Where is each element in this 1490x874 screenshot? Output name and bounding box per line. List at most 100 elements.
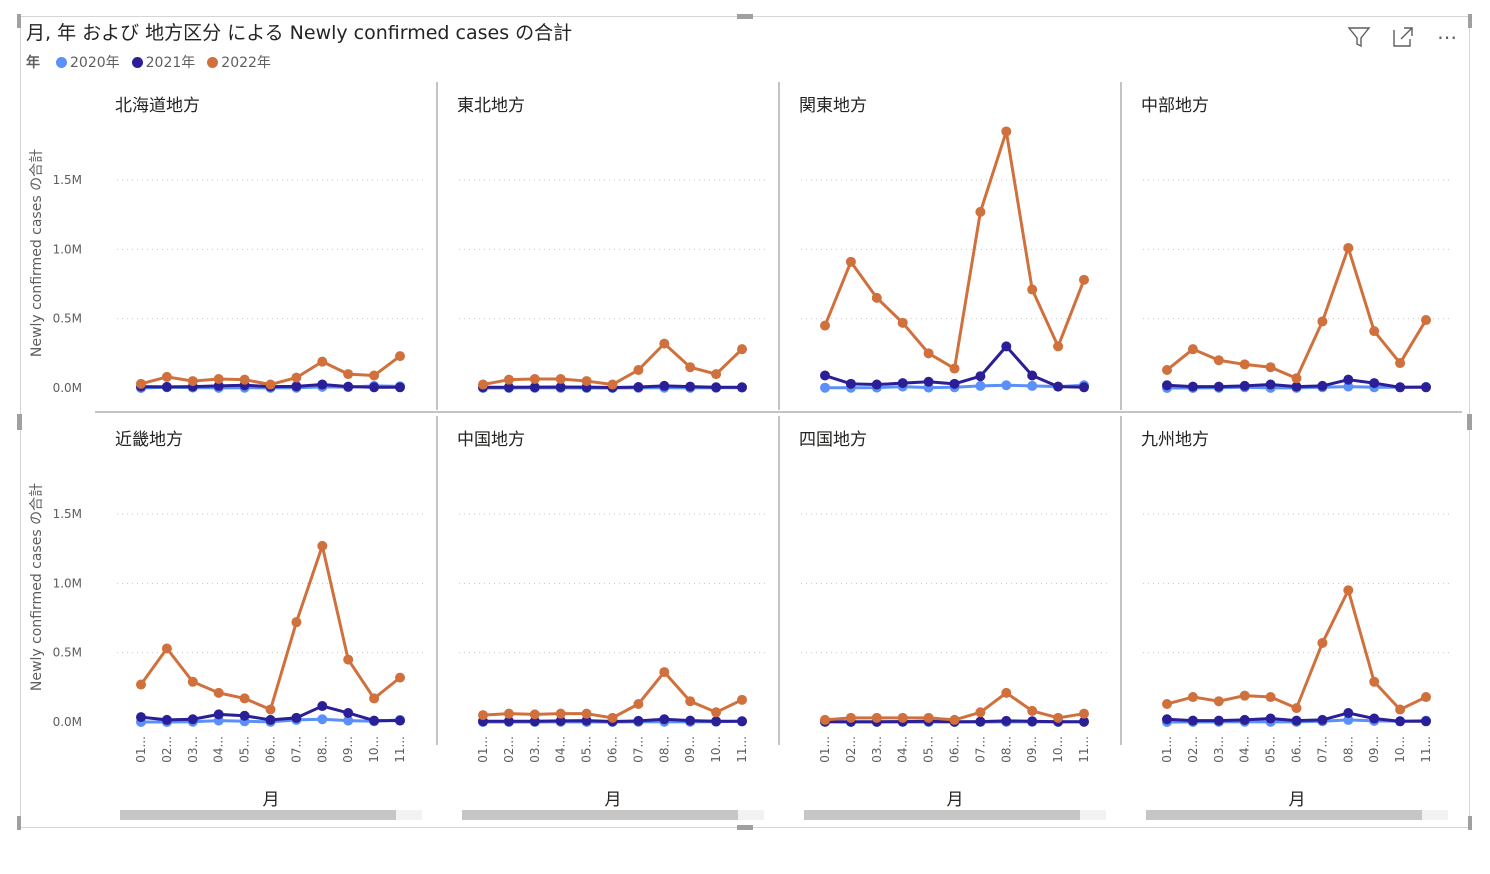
data-point[interactable]	[659, 380, 670, 391]
data-point[interactable]	[1239, 714, 1250, 725]
data-point[interactable]	[213, 380, 224, 391]
data-point[interactable]	[213, 687, 224, 698]
data-point[interactable]	[265, 379, 276, 390]
data-point[interactable]	[1395, 704, 1406, 715]
data-point[interactable]	[291, 381, 302, 392]
data-point[interactable]	[161, 714, 172, 725]
data-point[interactable]	[1213, 355, 1224, 366]
data-point[interactable]	[1343, 374, 1354, 385]
data-point[interactable]	[975, 716, 986, 727]
data-point[interactable]	[529, 382, 540, 393]
data-point[interactable]	[555, 708, 566, 719]
data-point[interactable]	[136, 712, 146, 723]
data-point[interactable]	[265, 714, 276, 725]
data-point[interactable]	[1162, 364, 1172, 375]
data-point[interactable]	[820, 320, 830, 331]
scrollbar-thumb[interactable]	[1146, 810, 1422, 820]
data-point[interactable]	[1317, 637, 1328, 648]
data-point[interactable]	[395, 715, 405, 726]
data-point[interactable]	[1027, 705, 1038, 716]
data-point[interactable]	[1001, 126, 1012, 137]
data-point[interactable]	[1187, 692, 1198, 703]
data-point[interactable]	[1291, 373, 1302, 384]
scrollbar-thumb[interactable]	[120, 810, 396, 820]
data-point[interactable]	[343, 654, 354, 665]
data-point[interactable]	[343, 369, 354, 380]
data-point[interactable]	[1369, 378, 1380, 389]
data-point[interactable]	[161, 371, 172, 382]
data-point[interactable]	[711, 369, 722, 380]
data-point[interactable]	[317, 701, 328, 712]
data-point[interactable]	[1291, 715, 1302, 726]
data-point[interactable]	[975, 380, 986, 391]
data-point[interactable]	[317, 714, 328, 725]
data-point[interactable]	[897, 378, 908, 389]
data-point[interactable]	[291, 712, 302, 723]
data-point[interactable]	[1343, 585, 1354, 596]
scrollbar-thumb[interactable]	[462, 810, 738, 820]
data-point[interactable]	[136, 679, 146, 690]
data-point[interactable]	[923, 348, 934, 359]
data-point[interactable]	[1027, 380, 1038, 391]
data-point[interactable]	[1001, 380, 1012, 391]
data-point[interactable]	[529, 709, 540, 720]
data-point[interactable]	[503, 716, 514, 727]
data-point[interactable]	[949, 378, 960, 389]
data-point[interactable]	[1317, 714, 1328, 725]
data-point[interactable]	[343, 715, 354, 726]
data-point[interactable]	[685, 715, 696, 726]
filter-icon[interactable]	[1346, 24, 1372, 50]
data-point[interactable]	[737, 716, 747, 727]
data-point[interactable]	[1079, 274, 1089, 285]
data-point[interactable]	[949, 714, 960, 725]
data-point[interactable]	[369, 693, 380, 704]
data-point[interactable]	[949, 363, 960, 374]
data-point[interactable]	[1369, 326, 1380, 337]
data-point[interactable]	[581, 708, 592, 719]
data-point[interactable]	[1162, 698, 1172, 709]
data-point[interactable]	[923, 712, 934, 723]
data-point[interactable]	[1421, 315, 1431, 326]
data-point[interactable]	[711, 707, 722, 718]
data-point[interactable]	[633, 364, 644, 375]
data-point[interactable]	[1265, 713, 1276, 724]
legend-item-2022[interactable]: 2022年	[207, 52, 271, 72]
data-point[interactable]	[187, 676, 198, 687]
data-point[interactable]	[1343, 242, 1354, 253]
data-point[interactable]	[213, 709, 224, 720]
data-point[interactable]	[187, 376, 198, 387]
data-point[interactable]	[1162, 714, 1172, 725]
data-point[interactable]	[1317, 316, 1328, 327]
data-point[interactable]	[239, 374, 250, 385]
data-point[interactable]	[1421, 692, 1431, 703]
data-point[interactable]	[633, 382, 644, 393]
data-point[interactable]	[395, 382, 405, 393]
data-point[interactable]	[503, 374, 514, 385]
data-point[interactable]	[1317, 380, 1328, 391]
data-point[interactable]	[871, 379, 882, 390]
data-point[interactable]	[871, 292, 882, 303]
data-point[interactable]	[1369, 676, 1380, 687]
data-point[interactable]	[1079, 716, 1089, 727]
data-point[interactable]	[845, 256, 856, 267]
data-point[interactable]	[369, 715, 380, 726]
data-point[interactable]	[1187, 381, 1198, 392]
data-point[interactable]	[633, 715, 644, 726]
data-point[interactable]	[265, 704, 276, 715]
focus-mode-icon[interactable]	[1390, 24, 1416, 50]
data-point[interactable]	[845, 378, 856, 389]
data-point[interactable]	[1265, 692, 1276, 703]
resize-corner-top-right[interactable]	[1468, 14, 1472, 28]
data-point[interactable]	[1239, 359, 1250, 370]
resize-handle-left[interactable]	[17, 414, 22, 430]
resize-corner-bottom-right[interactable]	[1468, 816, 1472, 830]
data-point[interactable]	[213, 373, 224, 384]
resize-handle-top[interactable]	[737, 14, 753, 19]
data-point[interactable]	[317, 540, 328, 551]
data-point[interactable]	[923, 376, 934, 387]
data-point[interactable]	[395, 351, 405, 362]
data-point[interactable]	[1395, 382, 1406, 393]
data-point[interactable]	[845, 712, 856, 723]
data-point[interactable]	[555, 382, 566, 393]
data-point[interactable]	[581, 715, 592, 726]
